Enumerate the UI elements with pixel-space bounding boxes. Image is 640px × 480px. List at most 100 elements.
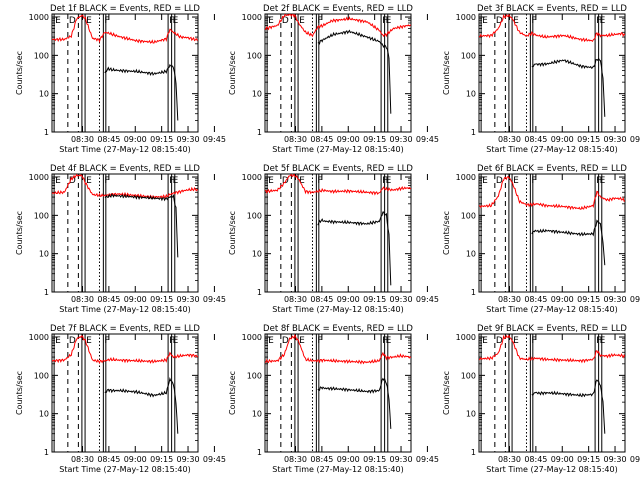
y-tick-label: 10	[39, 410, 49, 419]
plot-frame	[264, 333, 412, 453]
y-tick-label: 1000	[456, 333, 476, 342]
x-tick-label: 09:00	[551, 135, 574, 144]
events-series-line	[104, 193, 179, 258]
event-marker-label: E	[386, 176, 392, 186]
event-marker-label: D	[496, 16, 503, 26]
x-tick-label: 09:30	[177, 295, 200, 304]
detector-panel: Det 6f BLACK = Events, RED = LLD 1 10 100 10…	[442, 164, 640, 314]
y-axis-label: Counts/sec	[442, 51, 451, 95]
event-marker-label: E	[173, 336, 179, 346]
y-tick-label: 10	[466, 90, 476, 99]
y-tick-label: 1000	[242, 333, 262, 342]
x-axis-label: Start Time (27-May-12 08:15:40)	[59, 145, 190, 154]
event-marker-label: F	[531, 176, 536, 186]
event-marker-label: E	[386, 16, 392, 26]
event-marker-label: F	[317, 16, 322, 26]
y-tick-label: 100	[34, 51, 49, 60]
event-marker-label: E	[173, 16, 179, 26]
y-axis-label: Counts/sec	[15, 211, 24, 255]
event-marker-label: D	[69, 176, 76, 186]
x-tick-label: 09:00	[124, 135, 147, 144]
detector-panel: Det 7f BLACK = Events, RED = LLD 1 10 100 10…	[15, 324, 226, 474]
y-tick-label: 10	[39, 250, 49, 259]
x-tick-label: 09:30	[390, 295, 413, 304]
event-marker-label: E	[386, 336, 392, 346]
x-tick-label: 08:45	[524, 455, 547, 464]
x-axis-label: Start Time (27-May-12 08:15:40)	[272, 145, 403, 154]
y-tick-label: 10	[252, 410, 262, 419]
x-tick-label: 09:15	[150, 455, 173, 464]
y-tick-label: 1000	[29, 13, 49, 22]
lld-series-line	[265, 14, 411, 38]
x-tick-label: 09:00	[337, 295, 360, 304]
x-axis-label: Start Time (27-May-12 08:15:40)	[59, 465, 190, 474]
plot-frame	[51, 173, 199, 293]
x-tick-label: 09:15	[150, 295, 173, 304]
y-tick-label: 1	[44, 448, 49, 457]
plot-frame	[478, 333, 626, 453]
y-axis-label: Counts/sec	[228, 211, 237, 255]
x-tick-label: 09:00	[337, 135, 360, 144]
y-tick-label: 100	[34, 371, 49, 380]
event-marker-label: E	[513, 336, 519, 346]
event-marker-label: D	[69, 16, 76, 26]
y-axis-label: Counts/sec	[228, 51, 237, 95]
lld-series-line	[52, 174, 198, 200]
x-tick-label: 09:45	[416, 295, 439, 304]
x-tick-label: 08:30	[71, 295, 94, 304]
events-series-line	[531, 57, 606, 117]
x-tick-label: 08:30	[71, 455, 94, 464]
event-marker-label: E	[600, 16, 606, 26]
lld-series-line	[479, 175, 625, 211]
y-axis-label: Counts/sec	[442, 371, 451, 415]
x-axis-label: Start Time (27-May-12 08:15:40)	[59, 305, 190, 314]
y-tick-label: 1000	[456, 13, 476, 22]
plot-frame	[264, 173, 412, 293]
y-tick-label: 100	[247, 211, 262, 220]
event-marker-label: E	[55, 16, 61, 26]
detector-panel: Det 5f BLACK = Events, RED = LLD 1 10 100 10…	[228, 164, 439, 314]
x-tick-label: 08:30	[498, 135, 521, 144]
x-tick-label: 09:00	[551, 295, 574, 304]
event-marker-label: E	[482, 176, 488, 186]
lld-series-line	[52, 14, 198, 44]
event-marker-label: E	[600, 336, 606, 346]
x-tick-label: 09:00	[124, 295, 147, 304]
x-axis-label: Start Time (27-May-12 08:15:40)	[272, 305, 403, 314]
x-tick-label: 09:45	[416, 135, 439, 144]
event-marker-label: E	[86, 176, 92, 186]
y-tick-label: 1	[471, 448, 476, 457]
x-tick-label: 09:15	[150, 135, 173, 144]
x-tick-label: 08:30	[284, 135, 307, 144]
y-axis-label: Counts/sec	[228, 371, 237, 415]
x-tick-label: 09:15	[363, 455, 386, 464]
y-tick-label: 100	[461, 371, 476, 380]
y-tick-label: 10	[252, 90, 262, 99]
x-tick-label: 08:30	[284, 295, 307, 304]
y-tick-label: 1	[257, 448, 262, 457]
x-tick-label: 09:15	[363, 295, 386, 304]
event-marker-label: E	[55, 336, 61, 346]
panel-title: Det 3f BLACK = Events, RED = LLD	[477, 4, 627, 14]
events-series-line	[104, 376, 179, 434]
event-marker-label: F	[104, 336, 109, 346]
y-tick-label: 10	[252, 250, 262, 259]
event-marker-label: D	[496, 336, 503, 346]
y-tick-label: 1	[471, 128, 476, 137]
lld-series-line	[479, 334, 625, 364]
y-tick-label: 1	[257, 288, 262, 297]
x-tick-label: 09:15	[577, 135, 600, 144]
x-tick-label: 08:45	[310, 455, 333, 464]
x-tick-label: 08:45	[97, 135, 120, 144]
x-tick-label: 08:45	[97, 455, 120, 464]
events-series-line	[317, 211, 392, 286]
x-tick-label: 09:00	[337, 455, 360, 464]
lld-series-line	[52, 335, 198, 365]
y-tick-label: 1	[257, 128, 262, 137]
x-tick-label: 08:30	[71, 135, 94, 144]
y-tick-label: 100	[247, 51, 262, 60]
x-tick-label: 09:15	[577, 455, 600, 464]
x-tick-label: 08:45	[524, 135, 547, 144]
event-marker-label: E	[482, 336, 488, 346]
